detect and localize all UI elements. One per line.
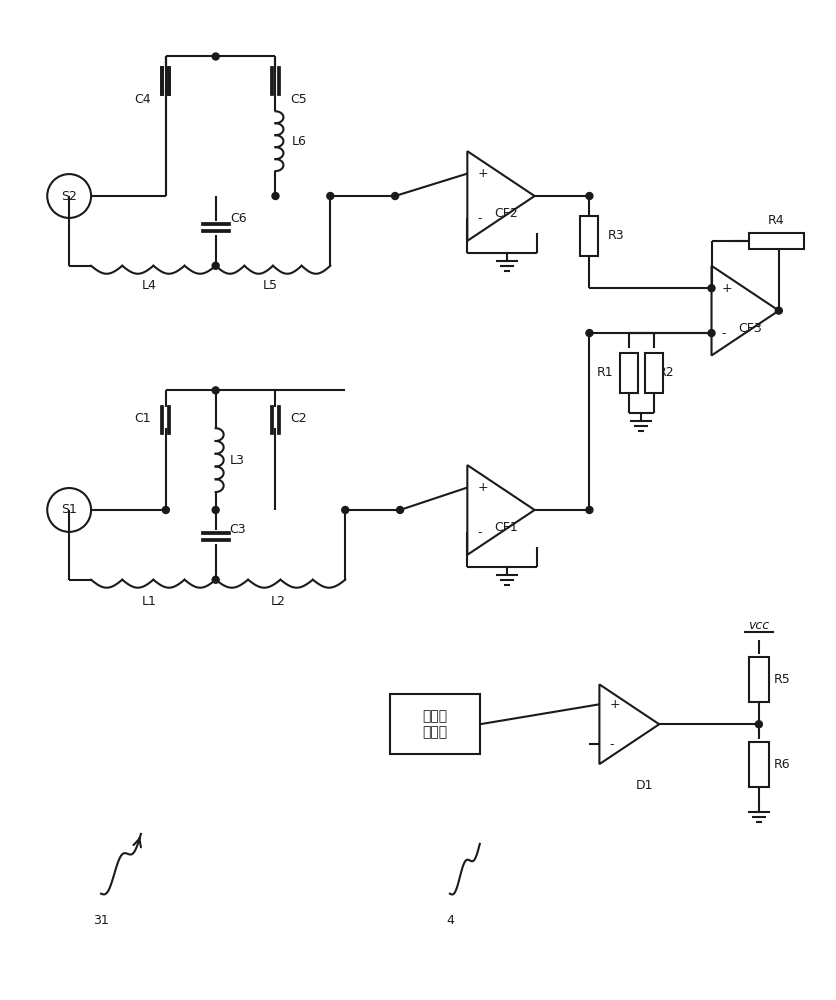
Circle shape: [707, 285, 714, 292]
Text: +: +: [477, 167, 487, 180]
Text: 无线发: 无线发: [422, 709, 447, 723]
Text: R1: R1: [596, 366, 613, 379]
Circle shape: [391, 193, 398, 200]
Text: R5: R5: [773, 673, 790, 686]
Bar: [748, 742, 768, 787]
Bar: [580, 216, 598, 256]
Text: -: -: [477, 526, 482, 539]
Text: S1: S1: [61, 503, 77, 516]
Circle shape: [396, 506, 403, 513]
Circle shape: [585, 193, 592, 200]
Circle shape: [585, 506, 592, 513]
Bar: [390, 694, 479, 754]
Circle shape: [585, 330, 592, 337]
Circle shape: [326, 193, 334, 200]
Text: C6: C6: [231, 212, 247, 225]
Circle shape: [341, 506, 349, 513]
Text: +: +: [609, 698, 619, 711]
Text: -: -: [477, 212, 482, 225]
Text: S2: S2: [61, 190, 77, 203]
Text: CF2: CF2: [493, 207, 517, 220]
Text: L4: L4: [141, 279, 156, 292]
Circle shape: [162, 506, 169, 513]
Circle shape: [754, 721, 762, 728]
Circle shape: [707, 330, 714, 337]
Text: -: -: [721, 327, 725, 340]
Bar: [619, 353, 638, 393]
Bar: [748, 657, 768, 702]
Circle shape: [774, 307, 782, 314]
Circle shape: [212, 576, 219, 583]
Text: R6: R6: [773, 758, 789, 771]
Text: R3: R3: [607, 229, 624, 242]
Bar: [645, 353, 662, 393]
Circle shape: [272, 193, 278, 200]
Circle shape: [212, 387, 219, 394]
Text: C2: C2: [290, 412, 307, 425]
Text: CF3: CF3: [737, 322, 761, 335]
Text: L1: L1: [141, 595, 156, 608]
Text: +: +: [721, 282, 732, 295]
Text: -: -: [609, 738, 613, 751]
Text: R2: R2: [657, 366, 674, 379]
Text: CF1: CF1: [493, 521, 517, 534]
Text: vcc: vcc: [747, 619, 768, 632]
Text: 射单元: 射单元: [422, 725, 447, 739]
Text: C1: C1: [134, 412, 150, 425]
Text: C3: C3: [229, 523, 246, 536]
Text: D1: D1: [635, 779, 652, 792]
Circle shape: [212, 506, 219, 513]
Text: L2: L2: [271, 595, 286, 608]
Text: C4: C4: [134, 93, 150, 106]
Text: 4: 4: [446, 914, 453, 927]
Text: +: +: [477, 481, 487, 494]
Circle shape: [212, 53, 219, 60]
Text: L6: L6: [291, 135, 306, 148]
Bar: [748, 233, 803, 249]
Text: C5: C5: [290, 93, 307, 106]
Text: 31: 31: [93, 914, 109, 927]
Circle shape: [212, 262, 219, 269]
Text: R4: R4: [767, 214, 783, 227]
Text: L5: L5: [263, 279, 278, 292]
Text: L3: L3: [229, 454, 244, 467]
